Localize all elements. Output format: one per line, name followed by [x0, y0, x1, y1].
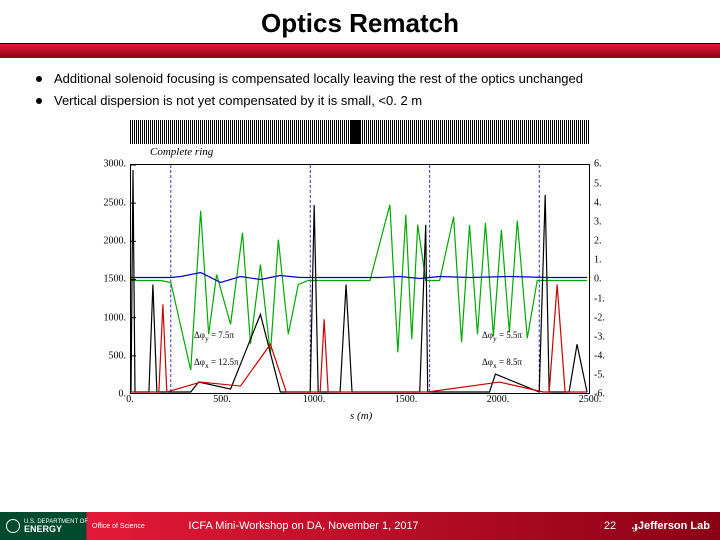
- phase-annotation: Δφy = 5.5π: [482, 330, 522, 343]
- jlab-logo: .ɟJefferson Lab: [630, 520, 720, 532]
- phase-annotation: Δφy = 7.5π: [194, 330, 234, 343]
- chart-title: Complete ring: [150, 146, 213, 158]
- footer-bar: U.S. DEPARTMENT OF ENERGY Office of Scie…: [0, 512, 720, 540]
- bullet-list: Additional solenoid focusing is compensa…: [30, 70, 690, 110]
- y-axis-left: 0.500.1000.1500.2000.2500.3000.: [90, 164, 130, 394]
- content-area: Additional solenoid focusing is compensa…: [0, 58, 720, 430]
- page-title: Optics Rematch: [0, 8, 720, 39]
- energy-seal-icon: [6, 519, 20, 533]
- bullet-item: Vertical dispersion is not yet compensat…: [30, 92, 690, 110]
- chart-container: Complete ring βx βy Dx Dy 0.500.1000.150…: [90, 120, 630, 430]
- footer-center: ICFA Mini-Workshop on DA, November 1, 20…: [158, 520, 590, 532]
- y-axis-right: -6.-5.-4.-3.-2.-1.0.1.2.3.4.5.6.: [590, 164, 620, 394]
- footer-left: U.S. DEPARTMENT OF ENERGY Office of Scie…: [0, 518, 158, 534]
- title-bar: Optics Rematch: [0, 0, 720, 43]
- energy-logo: U.S. DEPARTMENT OF ENERGY: [24, 518, 88, 534]
- slide-number: 22: [590, 520, 630, 532]
- office-science-label: Office of Science: [92, 523, 145, 530]
- lattice-diagram: [130, 120, 590, 144]
- x-axis-label: s (m): [350, 410, 372, 422]
- bullet-item: Additional solenoid focusing is compensa…: [30, 70, 690, 88]
- red-band: [0, 44, 720, 58]
- phase-annotation: Δφx = 12.5π: [194, 357, 239, 370]
- phase-annotation: Δφx = 8.5π: [482, 357, 522, 370]
